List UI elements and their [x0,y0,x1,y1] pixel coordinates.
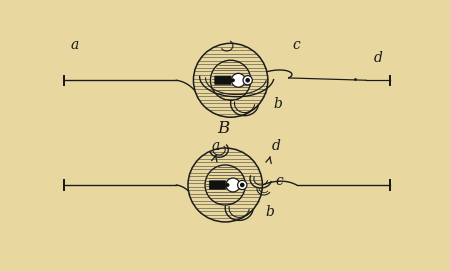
Text: c: c [292,38,301,53]
Circle shape [231,73,245,87]
Circle shape [245,78,250,83]
Circle shape [205,165,245,205]
Text: B: B [217,120,230,137]
Text: c: c [275,174,284,188]
Circle shape [240,183,245,187]
Text: b: b [266,205,274,219]
Circle shape [243,76,252,85]
Circle shape [226,178,240,192]
Text: b: b [273,97,282,111]
Text: d: d [374,51,383,65]
Circle shape [231,78,235,82]
Circle shape [211,60,251,100]
Text: d: d [272,138,281,153]
FancyBboxPatch shape [215,76,231,85]
Circle shape [194,43,268,117]
Circle shape [225,183,230,187]
Text: a: a [70,38,78,53]
Circle shape [188,148,262,222]
Circle shape [238,180,247,190]
Text: a: a [211,138,220,153]
FancyBboxPatch shape [209,181,225,189]
